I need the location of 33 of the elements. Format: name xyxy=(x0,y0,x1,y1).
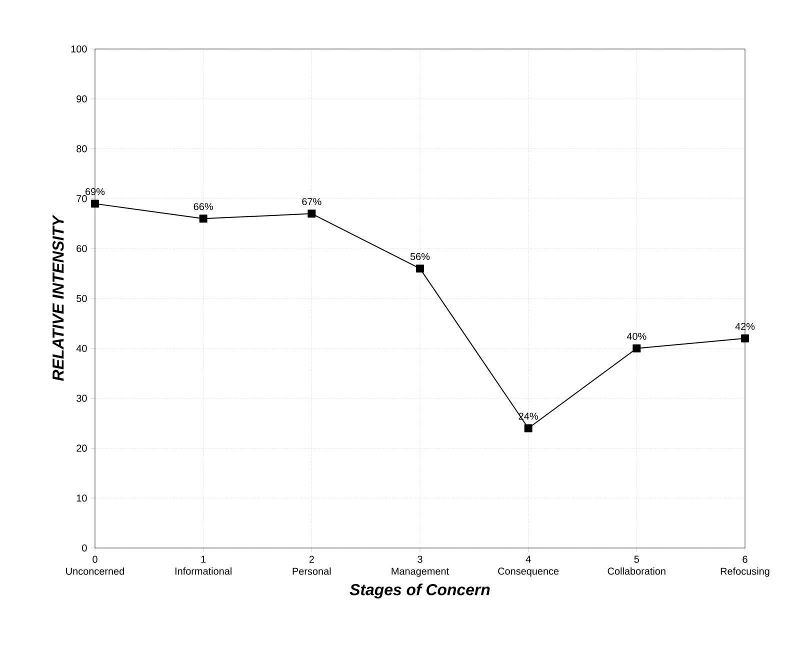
x-tick-label: 3 Management xyxy=(392,556,449,577)
x-tick-label: 6 Refocusing xyxy=(720,556,770,577)
x-tick-label: 4 Consequence xyxy=(498,556,559,577)
x-axis-title: Stages of Concern xyxy=(350,584,490,598)
x-tick-label: 5 Collaboration xyxy=(608,556,666,575)
y-tick-label: 60 xyxy=(76,245,87,252)
data-label: 66% xyxy=(194,203,213,210)
point xyxy=(199,214,208,223)
y-axis-title: RELATIVE INTENSITY xyxy=(52,214,64,381)
point xyxy=(91,200,99,208)
data-label: 69% xyxy=(86,188,105,196)
x-tick-label: 0 Unconcerned xyxy=(66,556,124,575)
y-tick-label: 0 xyxy=(82,544,87,552)
y-tick-label: 20 xyxy=(76,444,87,452)
data-label: 56% xyxy=(410,252,430,260)
point xyxy=(741,334,749,342)
data-label: 42% xyxy=(735,322,755,330)
data-label: 67% xyxy=(302,198,322,206)
point xyxy=(416,264,424,273)
y-tick-label: 70 xyxy=(76,195,87,202)
y-tick-label: 90 xyxy=(76,95,87,102)
y-tick-label: 80 xyxy=(76,145,87,152)
point xyxy=(524,424,532,432)
y-tick-label: 10 xyxy=(76,494,87,502)
x-tick-label: 1 Informational xyxy=(175,556,232,575)
y-tick-label: 40 xyxy=(76,344,87,352)
y-tick-label: 50 xyxy=(76,294,87,302)
x-tick-label: 2 Personal xyxy=(292,556,331,575)
data-label: 40% xyxy=(626,332,646,340)
y-tick-label: 100 xyxy=(71,45,87,53)
point xyxy=(632,344,641,352)
y-tick-label: 30 xyxy=(76,394,87,402)
point xyxy=(308,210,316,218)
